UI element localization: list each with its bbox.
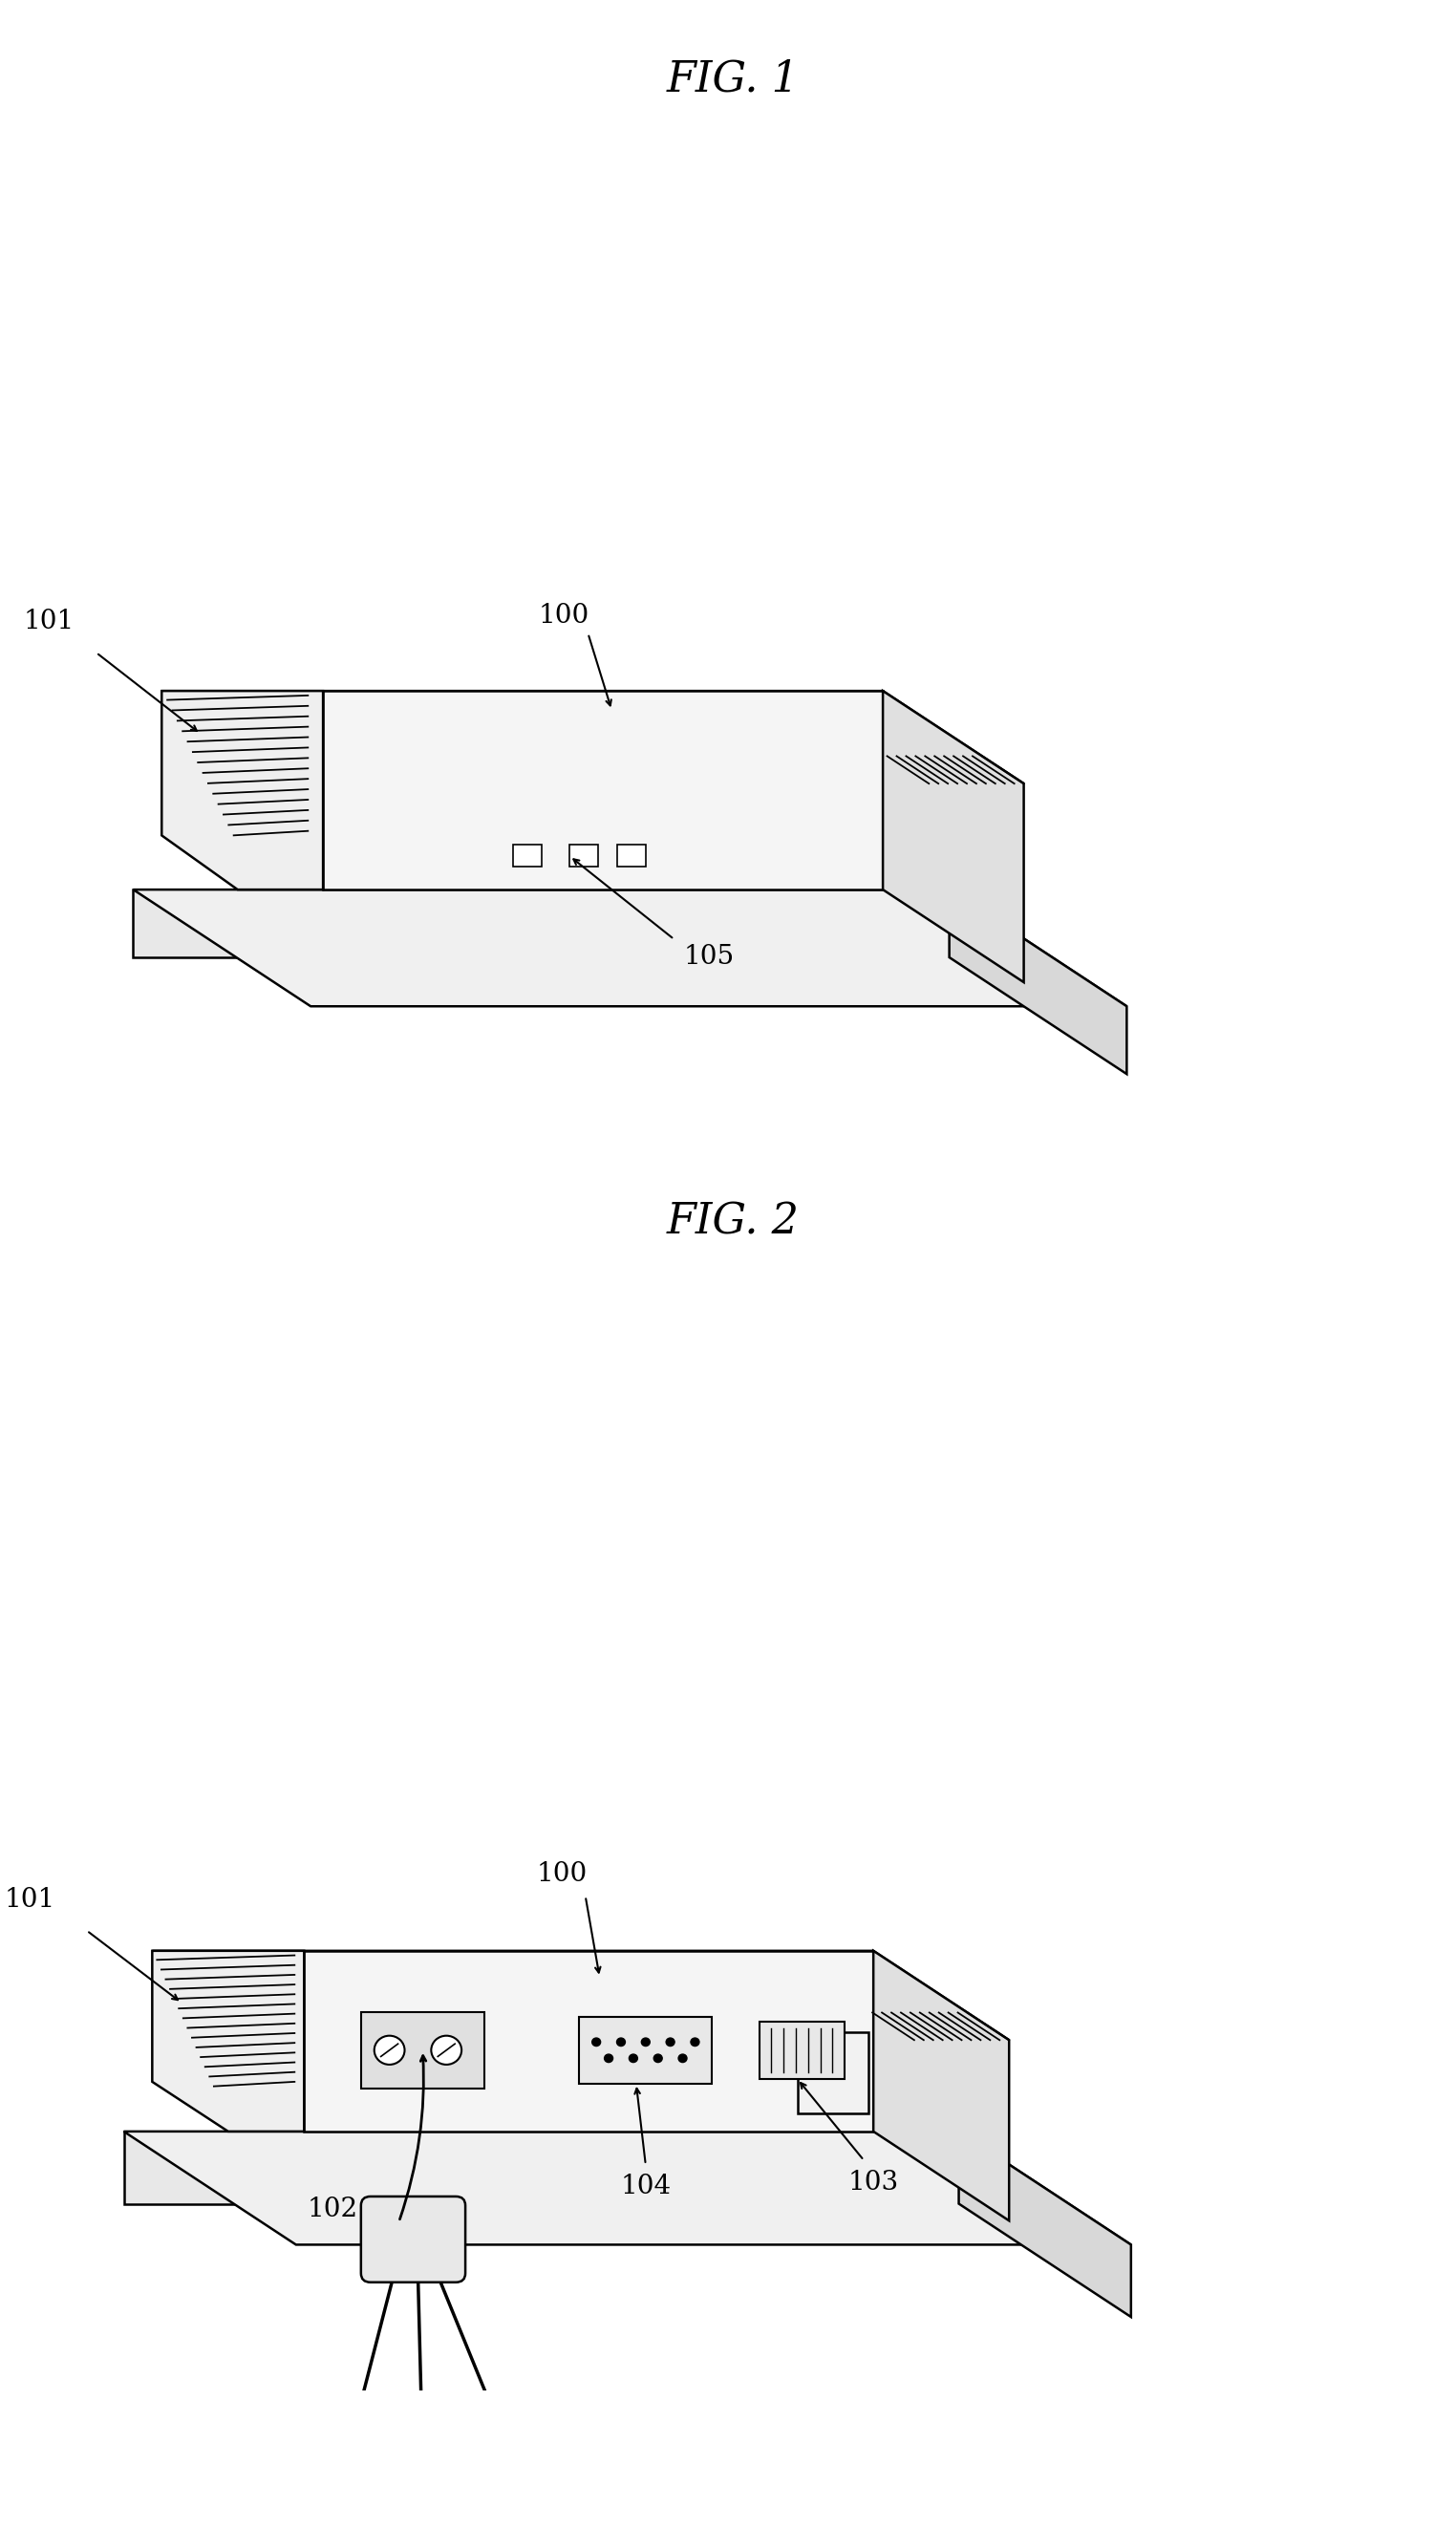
Polygon shape (949, 890, 1127, 1075)
Polygon shape (162, 690, 323, 890)
Circle shape (593, 2038, 600, 2046)
Circle shape (642, 2038, 649, 2046)
Polygon shape (513, 845, 542, 867)
Text: 103: 103 (847, 2170, 898, 2195)
Polygon shape (162, 690, 1024, 784)
Text: 105: 105 (684, 943, 734, 969)
Text: 100: 100 (539, 602, 590, 630)
Polygon shape (153, 1950, 304, 2132)
Polygon shape (798, 2033, 869, 2114)
Text: FIG. 2: FIG. 2 (667, 1201, 799, 1242)
Text: 101: 101 (4, 1887, 55, 1912)
Polygon shape (124, 2132, 1131, 2246)
Ellipse shape (374, 2036, 405, 2064)
Text: 102: 102 (307, 2198, 358, 2223)
Polygon shape (134, 890, 949, 958)
Polygon shape (579, 2016, 712, 2084)
Polygon shape (361, 2013, 485, 2089)
Text: 101: 101 (23, 609, 74, 635)
Polygon shape (153, 1950, 1009, 2041)
Polygon shape (960, 2132, 1131, 2317)
Circle shape (690, 2038, 699, 2046)
Circle shape (665, 2038, 674, 2046)
Polygon shape (882, 690, 1024, 981)
Polygon shape (323, 690, 882, 890)
Circle shape (654, 2054, 662, 2061)
Polygon shape (617, 845, 645, 867)
Polygon shape (304, 1950, 874, 2132)
Circle shape (604, 2054, 613, 2061)
FancyBboxPatch shape (361, 2198, 466, 2281)
Polygon shape (760, 2021, 844, 2079)
Circle shape (629, 2054, 638, 2061)
Text: 104: 104 (620, 2175, 671, 2200)
Polygon shape (569, 845, 598, 867)
Ellipse shape (431, 2036, 462, 2064)
Circle shape (678, 2054, 687, 2061)
Text: FIG. 1: FIG. 1 (667, 58, 799, 101)
Circle shape (617, 2038, 625, 2046)
Polygon shape (874, 1950, 1009, 2220)
Polygon shape (124, 2132, 960, 2203)
Text: 100: 100 (536, 1861, 587, 1887)
Polygon shape (134, 890, 1127, 1007)
